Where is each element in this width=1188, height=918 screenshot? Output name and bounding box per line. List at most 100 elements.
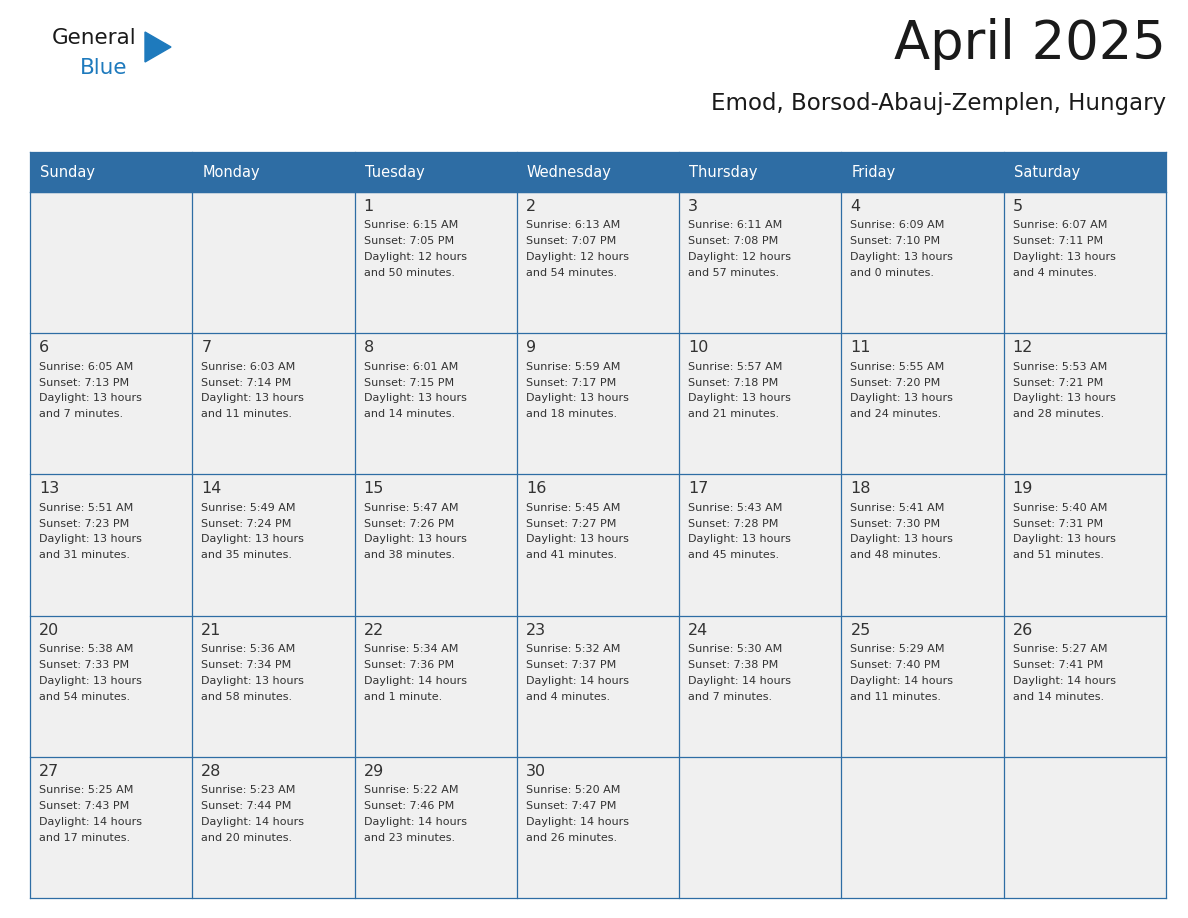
Text: Sunset: 7:21 PM: Sunset: 7:21 PM [1012,377,1102,387]
Text: Sunrise: 5:49 AM: Sunrise: 5:49 AM [201,503,296,513]
Text: Daylight: 13 hours: Daylight: 13 hours [688,393,791,403]
Text: Sunset: 7:07 PM: Sunset: 7:07 PM [526,236,617,246]
Bar [680,756,841,898]
Text: Sunrise: 6:09 AM: Sunrise: 6:09 AM [851,220,944,230]
Text: and 28 minutes.: and 28 minutes. [1012,409,1104,420]
Text: Sunset: 7:08 PM: Sunset: 7:08 PM [688,236,778,246]
Bar [1004,333,1165,475]
Text: Sunset: 7:11 PM: Sunset: 7:11 PM [1012,236,1102,246]
Text: Sunrise: 6:07 AM: Sunrise: 6:07 AM [1012,220,1107,230]
Text: Wednesday: Wednesday [526,164,612,180]
Text: and 17 minutes.: and 17 minutes. [39,833,131,843]
Text: 21: 21 [201,622,222,638]
Text: Daylight: 13 hours: Daylight: 13 hours [1012,534,1116,544]
Text: Sunrise: 5:27 AM: Sunrise: 5:27 AM [1012,644,1107,655]
Text: Daylight: 14 hours: Daylight: 14 hours [851,676,954,686]
Text: Sunset: 7:20 PM: Sunset: 7:20 PM [851,377,941,387]
Text: and 54 minutes.: and 54 minutes. [526,268,617,278]
Text: Sunrise: 5:59 AM: Sunrise: 5:59 AM [526,362,620,372]
Text: and 51 minutes.: and 51 minutes. [1012,550,1104,560]
Bar [1004,616,1165,756]
Bar [30,152,192,192]
Bar [354,192,517,333]
Text: 24: 24 [688,622,708,638]
Text: Daylight: 13 hours: Daylight: 13 hours [39,393,141,403]
Bar [1004,152,1165,192]
Text: Sunrise: 5:45 AM: Sunrise: 5:45 AM [526,503,620,513]
Text: 8: 8 [364,341,374,355]
Text: Sunrise: 5:57 AM: Sunrise: 5:57 AM [688,362,783,372]
Text: and 14 minutes.: and 14 minutes. [1012,691,1104,701]
Text: Sunrise: 5:41 AM: Sunrise: 5:41 AM [851,503,944,513]
Text: Sunrise: 5:23 AM: Sunrise: 5:23 AM [201,785,296,795]
Text: 18: 18 [851,481,871,497]
Bar [354,756,517,898]
Text: and 0 minutes.: and 0 minutes. [851,268,935,278]
Text: Friday: Friday [852,164,896,180]
Bar [192,616,354,756]
Text: 19: 19 [1012,481,1034,497]
Text: Sunset: 7:36 PM: Sunset: 7:36 PM [364,660,454,670]
Text: Sunset: 7:28 PM: Sunset: 7:28 PM [688,519,778,529]
Bar [192,192,354,333]
Text: and 4 minutes.: and 4 minutes. [526,691,609,701]
Text: Sunrise: 5:34 AM: Sunrise: 5:34 AM [364,644,457,655]
Text: Sunset: 7:23 PM: Sunset: 7:23 PM [39,519,129,529]
Text: Daylight: 13 hours: Daylight: 13 hours [201,534,304,544]
Bar [680,152,841,192]
Text: Sunrise: 6:03 AM: Sunrise: 6:03 AM [201,362,296,372]
Bar [517,475,680,616]
Text: Sunset: 7:34 PM: Sunset: 7:34 PM [201,660,291,670]
Text: Sunrise: 5:20 AM: Sunrise: 5:20 AM [526,785,620,795]
Text: 17: 17 [688,481,708,497]
Text: and 41 minutes.: and 41 minutes. [526,550,617,560]
Text: 25: 25 [851,622,871,638]
Text: Sunset: 7:17 PM: Sunset: 7:17 PM [526,377,617,387]
Text: Sunrise: 5:53 AM: Sunrise: 5:53 AM [1012,362,1107,372]
Text: Daylight: 12 hours: Daylight: 12 hours [526,252,628,263]
Bar [841,475,1004,616]
Text: Daylight: 14 hours: Daylight: 14 hours [201,817,304,827]
Text: Sunrise: 6:05 AM: Sunrise: 6:05 AM [39,362,133,372]
Bar [1004,756,1165,898]
Text: and 45 minutes.: and 45 minutes. [688,550,779,560]
Text: Daylight: 14 hours: Daylight: 14 hours [39,817,143,827]
Text: 27: 27 [39,764,59,778]
Bar [1004,192,1165,333]
Text: Sunset: 7:26 PM: Sunset: 7:26 PM [364,519,454,529]
Text: 15: 15 [364,481,384,497]
Text: Sunday: Sunday [40,164,95,180]
Text: Sunrise: 5:38 AM: Sunrise: 5:38 AM [39,644,133,655]
Bar [1004,475,1165,616]
Text: Sunrise: 5:22 AM: Sunrise: 5:22 AM [364,785,459,795]
Bar [30,192,192,333]
Text: Daylight: 13 hours: Daylight: 13 hours [201,393,304,403]
Text: Daylight: 13 hours: Daylight: 13 hours [364,534,467,544]
Text: 11: 11 [851,341,871,355]
Text: Daylight: 13 hours: Daylight: 13 hours [1012,252,1116,263]
Bar [841,192,1004,333]
Bar [517,333,680,475]
Text: Daylight: 13 hours: Daylight: 13 hours [851,534,953,544]
Text: Sunrise: 5:36 AM: Sunrise: 5:36 AM [201,644,296,655]
Text: Daylight: 14 hours: Daylight: 14 hours [526,817,628,827]
Text: Thursday: Thursday [689,164,758,180]
Text: and 7 minutes.: and 7 minutes. [39,409,124,420]
Text: Monday: Monday [202,164,260,180]
Bar [30,756,192,898]
Text: Sunrise: 5:25 AM: Sunrise: 5:25 AM [39,785,133,795]
Text: and 7 minutes.: and 7 minutes. [688,691,772,701]
Text: and 54 minutes.: and 54 minutes. [39,691,131,701]
Text: Daylight: 13 hours: Daylight: 13 hours [526,534,628,544]
Bar [517,152,680,192]
Text: Sunset: 7:46 PM: Sunset: 7:46 PM [364,801,454,812]
Text: Sunrise: 5:40 AM: Sunrise: 5:40 AM [1012,503,1107,513]
Text: Daylight: 14 hours: Daylight: 14 hours [688,676,791,686]
Text: 4: 4 [851,199,860,214]
Text: and 18 minutes.: and 18 minutes. [526,409,617,420]
Bar [517,756,680,898]
Text: Sunset: 7:47 PM: Sunset: 7:47 PM [526,801,617,812]
Text: Sunset: 7:13 PM: Sunset: 7:13 PM [39,377,129,387]
Text: Sunset: 7:18 PM: Sunset: 7:18 PM [688,377,778,387]
Bar [517,192,680,333]
